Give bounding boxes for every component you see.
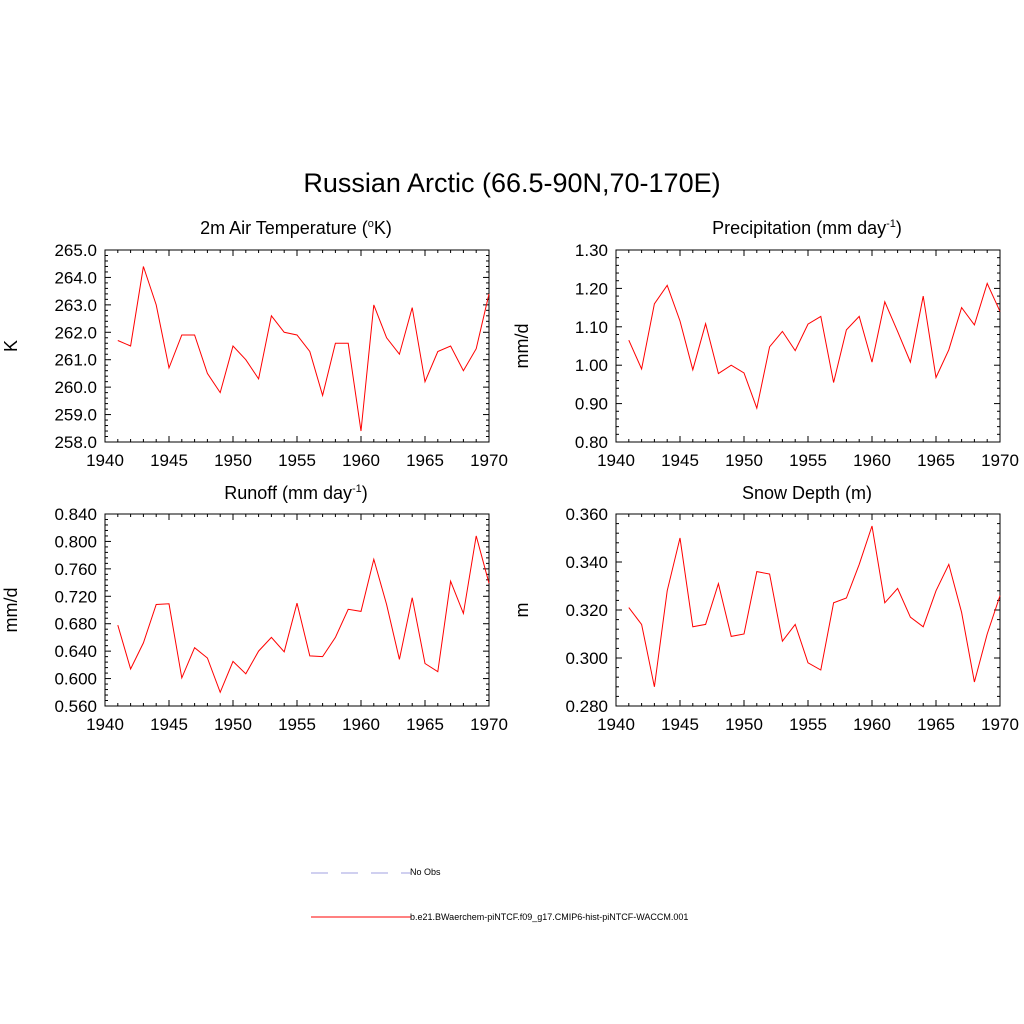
- y-tick-label: 1.00: [575, 356, 608, 375]
- x-tick-label: 1965: [406, 451, 444, 470]
- panel-runoff: 1940 1945 1950 1955 1960 1965 1970 0.560 0.600 0.…: [1, 505, 508, 734]
- x-tick-label: 1955: [789, 451, 827, 470]
- panel-title-main: 2m Air Temperature (: [200, 218, 368, 238]
- x-tick-label: 1940: [597, 451, 635, 470]
- panel-title-sup: -1: [886, 218, 896, 230]
- figure-title: Russian Arctic (66.5-90N,70-170E): [303, 168, 721, 198]
- x-tick-label: 1970: [470, 715, 508, 734]
- y-tick-label: 0.800: [54, 532, 97, 551]
- panel-title-main: Precipitation (mm day: [712, 218, 887, 238]
- y-tick-label: 0.320: [565, 601, 608, 620]
- y-axis-label: m: [512, 603, 532, 618]
- panel-frame: [104, 249, 490, 443]
- x-tick-label: 1970: [981, 451, 1019, 470]
- legend-obs-label: No Obs: [410, 867, 441, 877]
- x-tick-label: 1945: [150, 715, 188, 734]
- y-tick-label: 0.760: [54, 560, 97, 579]
- y-tick-label: 1.30: [575, 241, 608, 260]
- y-tick-label: 259.0: [54, 406, 97, 425]
- y-tick-label: 0.840: [54, 505, 97, 524]
- x-tick-label: 1970: [470, 451, 508, 470]
- y-tick-label: 1.10: [575, 318, 608, 337]
- panel-precipitation: 1940 1945 1950 1955 1960 1965 1970 0.80 0.90 1.00…: [512, 241, 1019, 470]
- y-tick-label: 0.600: [54, 670, 97, 689]
- y-tick-label: 264.0: [54, 268, 97, 287]
- x-tick-label: 1940: [86, 451, 124, 470]
- series-line: [628, 281, 1001, 411]
- x-tick-label: 1960: [853, 715, 891, 734]
- y-tick-label: 1.20: [575, 279, 608, 298]
- y-tick-label: 265.0: [54, 241, 97, 260]
- y-axis-label: mm/d: [1, 588, 21, 633]
- panel-title-main: Snow Depth (m): [741, 483, 873, 503]
- x-tick-label: 1955: [278, 451, 316, 470]
- panel-title-tail: ): [895, 218, 902, 238]
- x-tick-label: 1945: [661, 451, 699, 470]
- y-axis-label: mm/d: [512, 324, 532, 369]
- panel-title-sup: -1: [351, 483, 362, 495]
- x-tick-label: 1955: [789, 715, 827, 734]
- y-tick-label: 0.680: [54, 615, 97, 634]
- panel-title-precipitation: Precipitation (mm day-1): [607, 218, 1007, 239]
- x-tick-label: 1955: [278, 715, 316, 734]
- legend-obs-swatch: [311, 872, 411, 874]
- y-tick-label: 258.0: [54, 433, 97, 452]
- y-tick-label: 0.340: [565, 553, 608, 572]
- y-tick-label: 262.0: [54, 323, 97, 342]
- y-tick-label: 263.0: [54, 296, 97, 315]
- series-line: [628, 525, 1001, 687]
- panel-frame: [104, 513, 490, 707]
- x-tick-label: 1970: [981, 715, 1019, 734]
- legend-model-label: b.e21.BWaerchem-piNTCF.f09_g17.CMIP6-his…: [410, 912, 689, 922]
- x-tick-label: 1950: [725, 451, 763, 470]
- y-tick-label: 0.280: [565, 697, 608, 716]
- y-tick-label: 261.0: [54, 351, 97, 370]
- panel-title-runoff: Runoff (mm day-1): [96, 483, 496, 504]
- x-tick-label: 1940: [86, 715, 124, 734]
- panel-frame: [615, 249, 1001, 443]
- panel-title-main: Runoff (mm day: [224, 483, 352, 503]
- x-tick-label: 1950: [214, 715, 252, 734]
- panel-temperature: 1940 1945 1950 1955 1960 1965 1970 258.0 259.0 26…: [1, 241, 508, 470]
- y-tick-label: 0.300: [565, 649, 608, 668]
- y-tick-label: 0.80: [575, 433, 608, 452]
- panel-title-sup: o: [367, 218, 374, 230]
- x-tick-label: 1965: [917, 715, 955, 734]
- panel-title-snow-depth: Snow Depth (m): [607, 483, 1007, 504]
- x-tick-label: 1965: [917, 451, 955, 470]
- x-tick-label: 1965: [406, 715, 444, 734]
- legend-model-swatch: [311, 916, 411, 918]
- panel-snow-depth: 1940 1945 1950 1955 1960 1965 1970 0.280 0.300 0.…: [512, 505, 1019, 734]
- y-tick-label: 260.0: [54, 378, 97, 397]
- x-tick-label: 1950: [214, 451, 252, 470]
- y-tick-label: 0.90: [575, 395, 608, 414]
- x-tick-label: 1950: [725, 715, 763, 734]
- series-line: [117, 266, 490, 432]
- y-tick-label: 0.360: [565, 505, 608, 524]
- panel-frame: [615, 513, 1001, 707]
- y-tick-label: 0.640: [54, 642, 97, 661]
- x-tick-label: 1960: [342, 451, 380, 470]
- x-tick-label: 1940: [597, 715, 635, 734]
- x-tick-label: 1960: [342, 715, 380, 734]
- y-tick-label: 0.560: [54, 697, 97, 716]
- x-tick-label: 1945: [661, 715, 699, 734]
- series-line: [117, 535, 490, 694]
- panel-title-tail: ): [361, 483, 368, 503]
- y-axis-label: K: [1, 340, 21, 352]
- x-tick-label: 1960: [853, 451, 891, 470]
- y-tick-label: 0.720: [54, 587, 97, 606]
- panel-title-temperature: 2m Air Temperature (oK): [96, 218, 496, 239]
- panel-title-tail: K): [373, 218, 392, 238]
- x-tick-label: 1945: [150, 451, 188, 470]
